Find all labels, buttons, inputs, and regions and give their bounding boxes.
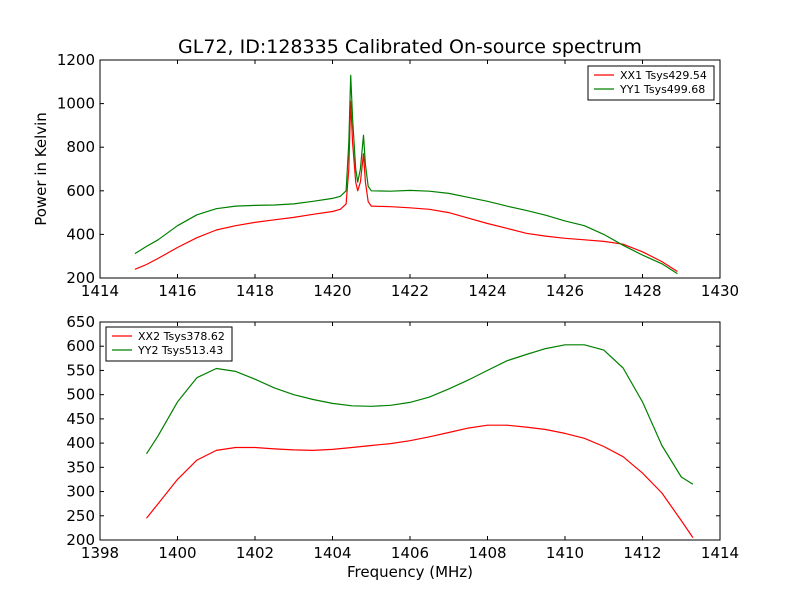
bottom-x-tick-label: 1406 xyxy=(391,544,429,562)
bottom-x-tick-label: 1404 xyxy=(313,544,351,562)
top-x-tick-label: 1424 xyxy=(468,282,506,300)
bottom-x-tick-label: 1402 xyxy=(236,544,274,562)
top-y-tick-label: 1200 xyxy=(57,51,95,69)
bottom-y-tick-label: 250 xyxy=(66,507,95,525)
bottom-x-tick-label: 1398 xyxy=(81,544,119,562)
top-x-tick-label: 1414 xyxy=(81,282,119,300)
bottom-x-tick-label: 1414 xyxy=(701,544,739,562)
bottom-x-tick-label: 1408 xyxy=(468,544,506,562)
bottom-y-tick-label: 500 xyxy=(66,386,95,404)
top-x-tick-label: 1416 xyxy=(158,282,196,300)
top-x-tick-label: 1428 xyxy=(623,282,661,300)
top-x-tick-label: 1418 xyxy=(236,282,274,300)
bottom-plot: 1398 1400 1402 1404 1406 1408 1410 1412 1414 200 2… xyxy=(66,313,739,581)
bottom-legend-label-1: XX2 Tsys378.62 xyxy=(138,330,225,343)
bottom-y-tick-label: 400 xyxy=(66,434,95,452)
bottom-y-tick-label: 200 xyxy=(66,531,95,549)
top-legend-label-1: XX1 Tsys429.54 xyxy=(620,69,707,82)
bottom-y-tick-label: 450 xyxy=(66,410,95,428)
bottom-series-line-2 xyxy=(145,344,694,485)
top-x-tick-label: 1420 xyxy=(313,282,351,300)
bottom-x-tick-label: 1400 xyxy=(158,544,196,562)
bottom-x-tick-label: 1410 xyxy=(546,544,584,562)
top-y-tick-label: 600 xyxy=(66,182,95,200)
bottom-y-tick-label: 300 xyxy=(66,483,95,501)
bottom-legend-box xyxy=(105,326,233,362)
bottom-x-tick-label: 1412 xyxy=(623,544,661,562)
top-x-tick-label: 1426 xyxy=(546,282,584,300)
top-series-line-1 xyxy=(134,100,678,273)
top-x-tick-label: 1422 xyxy=(391,282,429,300)
bottom-y-tick-label: 550 xyxy=(66,361,95,379)
bottom-y-tick-label: 650 xyxy=(66,313,95,331)
top-series-line-2 xyxy=(134,74,678,275)
top-legend-box xyxy=(587,65,715,101)
top-y-tick-label: 1000 xyxy=(57,95,95,113)
bottom-y-tick-label: 350 xyxy=(66,458,95,476)
top-y-axis-label: Power in Kelvin xyxy=(32,112,50,226)
bottom-series-line-1 xyxy=(146,424,694,538)
bottom-y-tick-label: 600 xyxy=(66,337,95,355)
top-legend-label-2: YY1 Tsys499.68 xyxy=(619,83,705,96)
bottom-legend-label-2: YY2 Tsys513.43 xyxy=(137,344,223,357)
top-y-tick-label: 400 xyxy=(66,225,95,243)
bottom-x-axis-label: Frequency (MHz) xyxy=(347,563,473,581)
top-x-tick-label: 1430 xyxy=(701,282,739,300)
top-y-tick-label: 800 xyxy=(66,138,95,156)
top-plot: 1414 1416 1418 1420 1422 1424 1426 1428 1430 200 4… xyxy=(32,51,739,300)
top-y-tick-label: 200 xyxy=(66,269,95,287)
figure-title: GL72, ID:128335 Calibrated On-source spe… xyxy=(178,36,642,58)
